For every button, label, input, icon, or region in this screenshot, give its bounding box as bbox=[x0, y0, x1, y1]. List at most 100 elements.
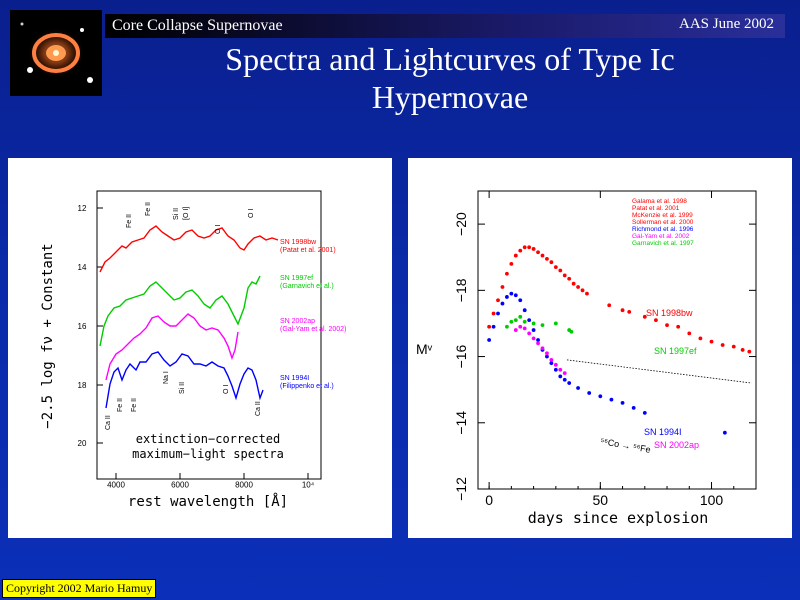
line-id: Fe II bbox=[145, 202, 152, 216]
y-tick-label: −14 bbox=[453, 411, 469, 435]
line-id: Ca II bbox=[255, 401, 262, 416]
data-point bbox=[513, 318, 518, 323]
data-point bbox=[522, 245, 527, 250]
spectra-xlabel: rest wavelength [Å] bbox=[128, 493, 288, 510]
lightcurve-ylabel: Mᵛ bbox=[416, 341, 433, 357]
spectra-ytick: 18 bbox=[78, 381, 87, 390]
y-tick-label: −12 bbox=[453, 477, 469, 501]
series-label-2002ap: SN 2002ap bbox=[654, 440, 699, 450]
data-point bbox=[549, 361, 554, 366]
spectrum-ref-1997ef: (Garnavich et al.) bbox=[280, 283, 334, 290]
data-point bbox=[709, 339, 714, 344]
data-point bbox=[509, 291, 514, 296]
data-point bbox=[491, 324, 496, 329]
y-tick-label: −20 bbox=[453, 212, 469, 236]
data-point bbox=[513, 253, 518, 258]
line-id: Fe II bbox=[126, 214, 133, 228]
data-point bbox=[500, 285, 505, 289]
data-point bbox=[747, 349, 752, 354]
line-id: Ca II bbox=[105, 415, 112, 430]
data-point bbox=[562, 371, 567, 376]
spectra-ytick: 14 bbox=[78, 263, 87, 272]
x-tick-label: 100 bbox=[700, 492, 724, 508]
data-point bbox=[576, 386, 580, 390]
lightcurve-frame bbox=[477, 190, 757, 490]
data-point bbox=[513, 328, 518, 332]
x-tick-label: 50 bbox=[593, 492, 609, 508]
line-id: O I bbox=[223, 385, 230, 394]
line-id: Si II bbox=[179, 382, 186, 394]
data-point bbox=[518, 314, 523, 319]
spectra-ytick: 12 bbox=[78, 204, 87, 213]
reference-entry: Gal-Yam et al. 2002 bbox=[632, 233, 690, 240]
spectrum-curve-1994I bbox=[105, 351, 264, 409]
data-point bbox=[558, 367, 563, 372]
spectrum-label-2002ap: SN 2002ap bbox=[280, 318, 315, 325]
data-point bbox=[545, 256, 549, 261]
spectrum-ref-1994I: (Filippenko et al.) bbox=[280, 383, 334, 390]
data-point bbox=[553, 362, 558, 367]
spectra-xtick: 6000 bbox=[171, 481, 189, 490]
header-bar bbox=[105, 14, 785, 38]
data-point bbox=[627, 309, 632, 314]
data-point bbox=[580, 288, 585, 293]
data-point bbox=[518, 324, 523, 329]
data-point bbox=[496, 298, 500, 303]
spectrum-curve-1997ef bbox=[99, 275, 261, 347]
slide-title: Spectra and Lightcurves of Type Ic Hyper… bbox=[150, 40, 750, 116]
spectrum-curve-2002ap bbox=[105, 313, 239, 381]
series-label-1998bw: SN 1998bw bbox=[646, 308, 693, 318]
data-point bbox=[536, 338, 540, 342]
data-point bbox=[569, 329, 574, 334]
data-point bbox=[598, 394, 603, 399]
spectrum-label-1998bw: SN 1998bw bbox=[280, 239, 317, 246]
data-point bbox=[522, 308, 527, 313]
data-point bbox=[620, 308, 625, 313]
slide-title-line2: Hypernovae bbox=[371, 79, 529, 115]
data-point bbox=[549, 260, 554, 265]
data-point bbox=[487, 324, 492, 329]
lightcurve-points bbox=[487, 245, 752, 435]
slide-title-line1: Spectra and Lightcurves of Type Ic bbox=[225, 41, 675, 77]
reference-entry: McKenzie et al. 1999 bbox=[632, 212, 693, 219]
series-label-1997ef: SN 1997ef bbox=[654, 346, 697, 356]
data-point bbox=[505, 295, 509, 299]
data-point bbox=[531, 336, 536, 341]
data-point bbox=[545, 354, 549, 359]
decay-line-group bbox=[566, 359, 752, 384]
supernova-logo-image bbox=[10, 10, 102, 96]
copyright-badge: Copyright 2002 Mario Hamuy bbox=[2, 579, 157, 598]
data-point bbox=[500, 301, 505, 306]
data-point bbox=[496, 311, 500, 316]
data-point bbox=[536, 341, 540, 346]
data-point bbox=[491, 311, 496, 316]
data-point bbox=[665, 323, 669, 327]
lightcurve-xlabel: days since explosion bbox=[528, 509, 709, 527]
header-left-title: Core Collapse Supernovae bbox=[112, 17, 283, 34]
data-point bbox=[571, 281, 576, 286]
data-point bbox=[531, 321, 536, 326]
data-point bbox=[531, 328, 536, 332]
spectra-inner-text2: maximum−light spectra bbox=[132, 447, 284, 461]
data-point bbox=[522, 319, 527, 324]
line-id: Fe II bbox=[131, 398, 138, 412]
line-id: O I bbox=[215, 225, 222, 234]
data-point bbox=[567, 276, 572, 281]
data-point bbox=[531, 247, 536, 251]
line-id: Na I bbox=[163, 371, 170, 384]
decay-line bbox=[566, 359, 752, 384]
data-point bbox=[558, 268, 563, 273]
spectra-ylabel: −2.5 log fν + Constant bbox=[40, 243, 56, 428]
line-id: Si II bbox=[173, 208, 180, 220]
reference-entry: Sollerman et al. 2000 bbox=[632, 219, 694, 226]
data-point bbox=[527, 331, 532, 336]
data-point bbox=[654, 318, 658, 323]
line-ids-top: Fe II Fe II Si II [O I] O I O I bbox=[126, 202, 255, 234]
data-point bbox=[553, 265, 558, 270]
reference-entry: Patat et al. 2001 bbox=[632, 205, 680, 212]
data-point bbox=[513, 293, 518, 298]
data-point bbox=[545, 351, 549, 356]
decay-annotation: ⁵⁶Co → ⁵⁶Fe bbox=[600, 436, 652, 455]
data-point bbox=[722, 430, 727, 435]
